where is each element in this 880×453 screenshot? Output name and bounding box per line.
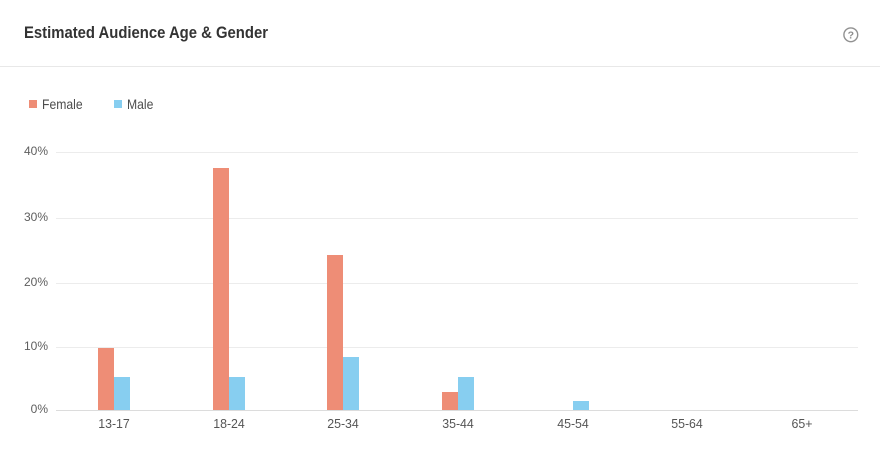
svg-text:?: ? bbox=[848, 29, 854, 41]
